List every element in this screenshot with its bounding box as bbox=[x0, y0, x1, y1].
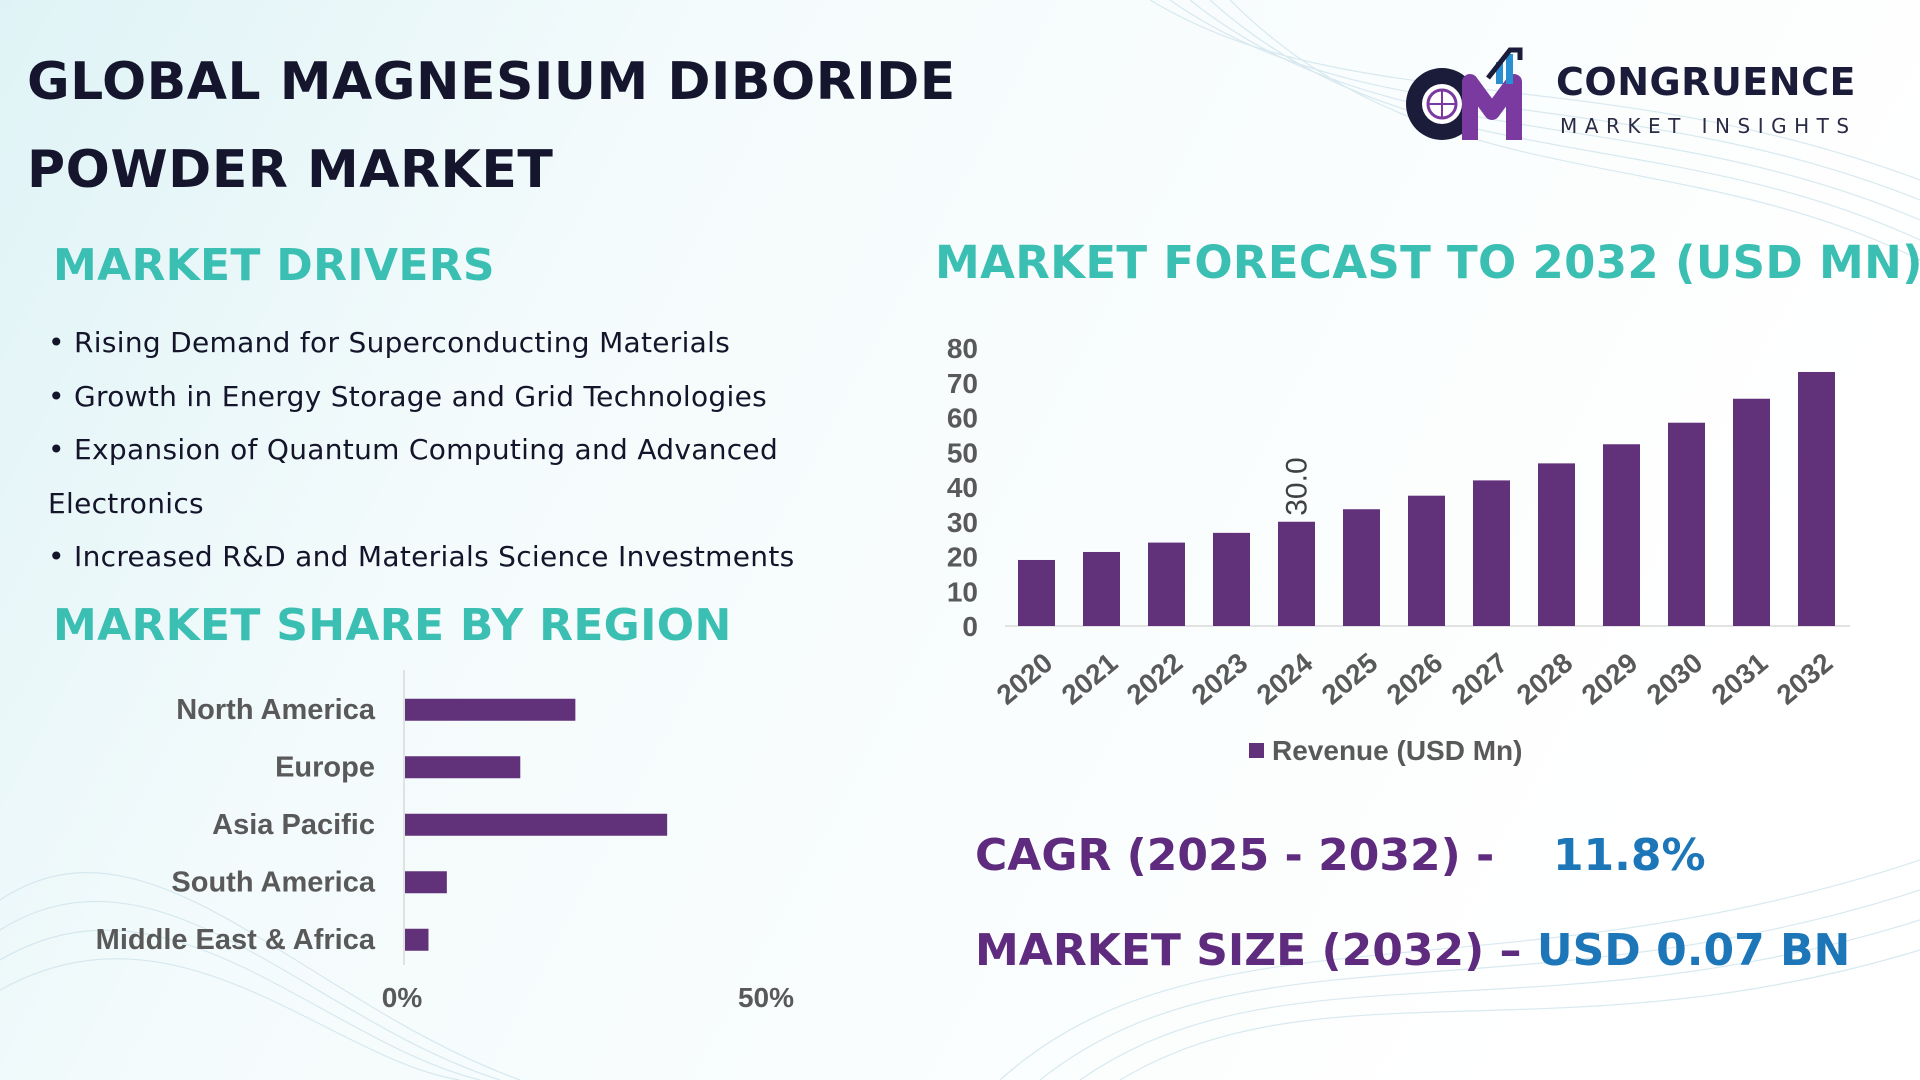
driver-item: Increased R&D and Materials Science Inve… bbox=[48, 530, 838, 584]
forecast-x-tick: 2032 bbox=[1771, 647, 1839, 711]
forecast-x-tick: 2022 bbox=[1121, 647, 1189, 711]
cagr-label: CAGR (2025 - 2032) - bbox=[975, 830, 1495, 881]
market-drivers-list: Rising Demand for Superconducting Materi… bbox=[48, 316, 838, 584]
forecast-x-tick: 2024 bbox=[1251, 647, 1319, 711]
forecast-bar bbox=[1083, 551, 1120, 626]
company-logo: CONGRUENCE MARKET INSIGHTS bbox=[1400, 42, 1900, 152]
forecast-y-tick: 50 bbox=[947, 437, 978, 468]
logo-emblem-icon bbox=[1406, 47, 1523, 140]
forecast-bar bbox=[1408, 495, 1445, 626]
region-label: North America bbox=[176, 694, 376, 726]
forecast-bar bbox=[1473, 480, 1510, 626]
forecast-x-tick: 2027 bbox=[1446, 647, 1514, 711]
logo-tagline: MARKET INSIGHTS bbox=[1560, 114, 1857, 138]
cagr-stat: CAGR (2025 - 2032) - 11.8% bbox=[975, 830, 1706, 881]
forecast-bar bbox=[1278, 521, 1315, 626]
driver-item: Rising Demand for Superconducting Materi… bbox=[48, 316, 838, 370]
forecast-bar bbox=[1603, 444, 1640, 626]
forecast-x-tick: 2029 bbox=[1576, 647, 1644, 711]
forecast-x-tick: 2028 bbox=[1511, 647, 1579, 711]
driver-item: Growth in Energy Storage and Grid Techno… bbox=[48, 370, 838, 424]
region-bar bbox=[405, 928, 429, 951]
forecast-bar bbox=[1148, 542, 1185, 626]
region-tick-label: 0% bbox=[382, 982, 423, 1013]
forecast-x-tick: 2021 bbox=[1056, 647, 1124, 711]
forecast-y-tick: 70 bbox=[947, 368, 978, 399]
forecast-chart: 0102030405060708020202021202220232024202… bbox=[947, 333, 1850, 766]
forecast-x-tick: 2030 bbox=[1641, 647, 1709, 711]
cagr-value: 11.8% bbox=[1552, 830, 1706, 881]
forecast-x-tick: 2031 bbox=[1706, 647, 1774, 711]
region-share-heading: MARKET SHARE BY REGION bbox=[53, 600, 732, 651]
forecast-bar bbox=[1668, 422, 1705, 626]
forecast-bar bbox=[1733, 398, 1770, 626]
forecast-x-tick: 2025 bbox=[1316, 647, 1384, 711]
forecast-x-tick: 2020 bbox=[991, 647, 1059, 711]
logo-name: CONGRUENCE bbox=[1556, 60, 1856, 104]
region-tick-label: 50% bbox=[738, 982, 794, 1013]
forecast-y-tick: 0 bbox=[962, 611, 978, 642]
region-label: Middle East & Africa bbox=[96, 924, 376, 956]
legend-label: Revenue (USD Mn) bbox=[1272, 735, 1522, 766]
forecast-y-tick: 40 bbox=[947, 472, 978, 503]
region-label: Europe bbox=[275, 751, 375, 783]
forecast-bar bbox=[1538, 463, 1575, 626]
region-share-chart: North America Europe Asia Pacific South Ame… bbox=[96, 670, 794, 1013]
region-label: South America bbox=[171, 866, 375, 898]
forecast-bar bbox=[1213, 532, 1250, 626]
forecast-bar bbox=[1343, 509, 1380, 626]
forecast-x-tick: 2023 bbox=[1186, 647, 1254, 711]
market-size-value: USD 0.07 BN bbox=[1536, 925, 1851, 976]
region-bar bbox=[405, 871, 447, 894]
legend-swatch bbox=[1249, 743, 1264, 758]
region-bar bbox=[405, 756, 521, 779]
forecast-y-tick: 80 bbox=[947, 333, 978, 364]
market-drivers-heading: MARKET DRIVERS bbox=[53, 240, 495, 291]
page-title: GLOBAL MAGNESIUM DIBORIDE POWDER MARKET bbox=[27, 52, 956, 200]
forecast-bar bbox=[1018, 559, 1055, 626]
forecast-y-tick: 20 bbox=[947, 542, 978, 573]
market-size-label: MARKET SIZE (2032) – bbox=[975, 925, 1522, 976]
forecast-y-tick: 60 bbox=[947, 403, 978, 434]
region-label: Asia Pacific bbox=[212, 809, 375, 841]
region-bar bbox=[405, 698, 576, 721]
forecast-data-label: 30.0 bbox=[1281, 457, 1314, 515]
market-size-stat: MARKET SIZE (2032) – USD 0.07 BN bbox=[975, 925, 1850, 976]
forecast-y-tick: 10 bbox=[947, 576, 978, 607]
forecast-x-tick: 2026 bbox=[1381, 647, 1449, 711]
driver-item: Expansion of Quantum Computing and Advan… bbox=[48, 423, 838, 530]
forecast-bar bbox=[1798, 371, 1835, 626]
forecast-y-tick: 30 bbox=[947, 507, 978, 538]
region-bar bbox=[405, 813, 668, 836]
forecast-heading: MARKET FORECAST TO 2032 (USD MN) bbox=[935, 236, 1920, 289]
